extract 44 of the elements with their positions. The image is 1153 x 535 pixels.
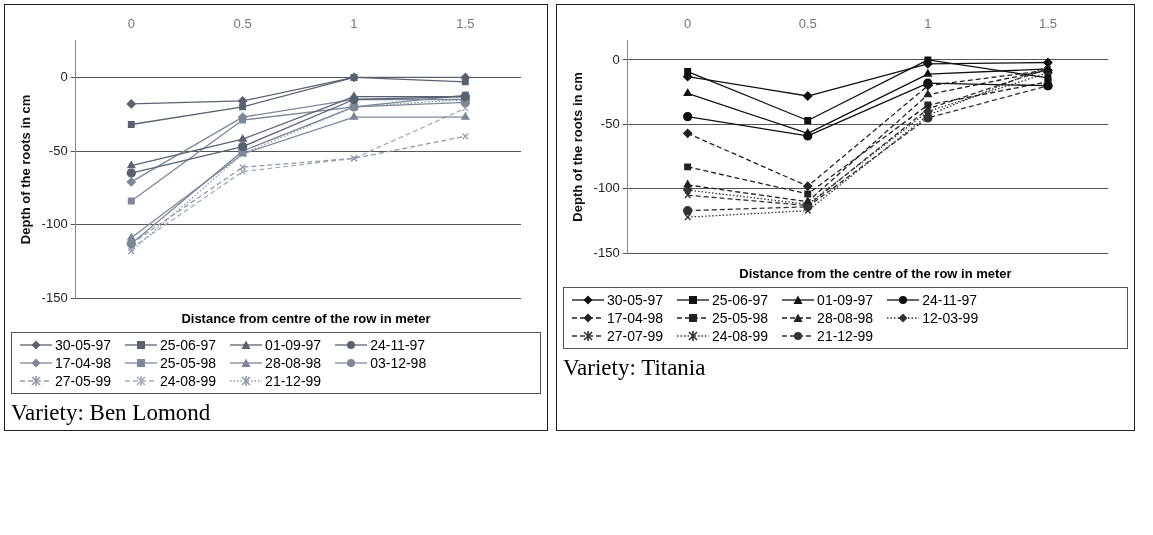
x-tick-label: 1 [350, 16, 358, 32]
y-tick-label: 0 [612, 51, 620, 67]
y-tick-label: -50 [48, 142, 68, 158]
legend-label: 17-04-98 [55, 355, 112, 371]
y-tick-label: -100 [593, 180, 620, 196]
x-tick-label: 0.5 [233, 16, 252, 32]
x-tick-label: 0.5 [798, 16, 817, 32]
legend-label: 28-08-98 [817, 310, 874, 326]
legend-label: 25-06-97 [160, 337, 217, 353]
legend-label: 03-12-98 [370, 355, 427, 371]
y-tick-label: -100 [41, 216, 68, 232]
x-tick-label: 1 [924, 16, 932, 32]
x-tick-label: 1.5 [1038, 16, 1057, 32]
x-axis-title: Distance from the centre of the row in meter [738, 266, 1013, 281]
legend-label: 25-05-98 [160, 355, 217, 371]
legend-label: 28-08-98 [265, 355, 322, 371]
legend-label: 25-05-98 [712, 310, 769, 326]
x-tick-label: 1.5 [456, 16, 475, 32]
legend-label: 24-08-99 [712, 328, 769, 344]
y-axis-title: Depth of the roots in cm [18, 94, 34, 245]
y-axis-title: Depth of the roots in cm [570, 72, 586, 222]
legend-label: 27-05-99 [55, 373, 112, 389]
legend-label: 24-08-99 [160, 373, 217, 389]
y-tick-label: 0 [60, 68, 68, 84]
y-tick-label: -150 [593, 244, 620, 260]
legend-label: 12-03-99 [922, 310, 979, 326]
x-axis-title: Distance from centre of the row in meter [180, 311, 432, 326]
x-tick-label: 0 [127, 16, 135, 32]
legend-label: 27-07-99 [607, 328, 664, 344]
legend-label: 01-09-97 [265, 337, 322, 353]
legend-label: 25-06-97 [712, 292, 769, 308]
legend-label: 21-12-99 [265, 373, 322, 389]
text: Variety: Titania [563, 355, 707, 381]
legend-label: 17-04-98 [607, 310, 664, 326]
x-tick-label: 0 [684, 16, 692, 32]
y-tick-label: -50 [600, 115, 620, 131]
legend-label: 24-11-97 [370, 337, 426, 353]
legend-label: 30-05-97 [607, 292, 664, 308]
legend-label: 24-11-97 [922, 292, 978, 308]
legend-label: 01-09-97 [817, 292, 874, 308]
y-tick-label: -150 [41, 289, 68, 305]
text: Variety: Ben Lomond [11, 400, 212, 426]
legend-label: 30-05-97 [55, 337, 112, 353]
legend-label: 21-12-99 [817, 328, 874, 344]
